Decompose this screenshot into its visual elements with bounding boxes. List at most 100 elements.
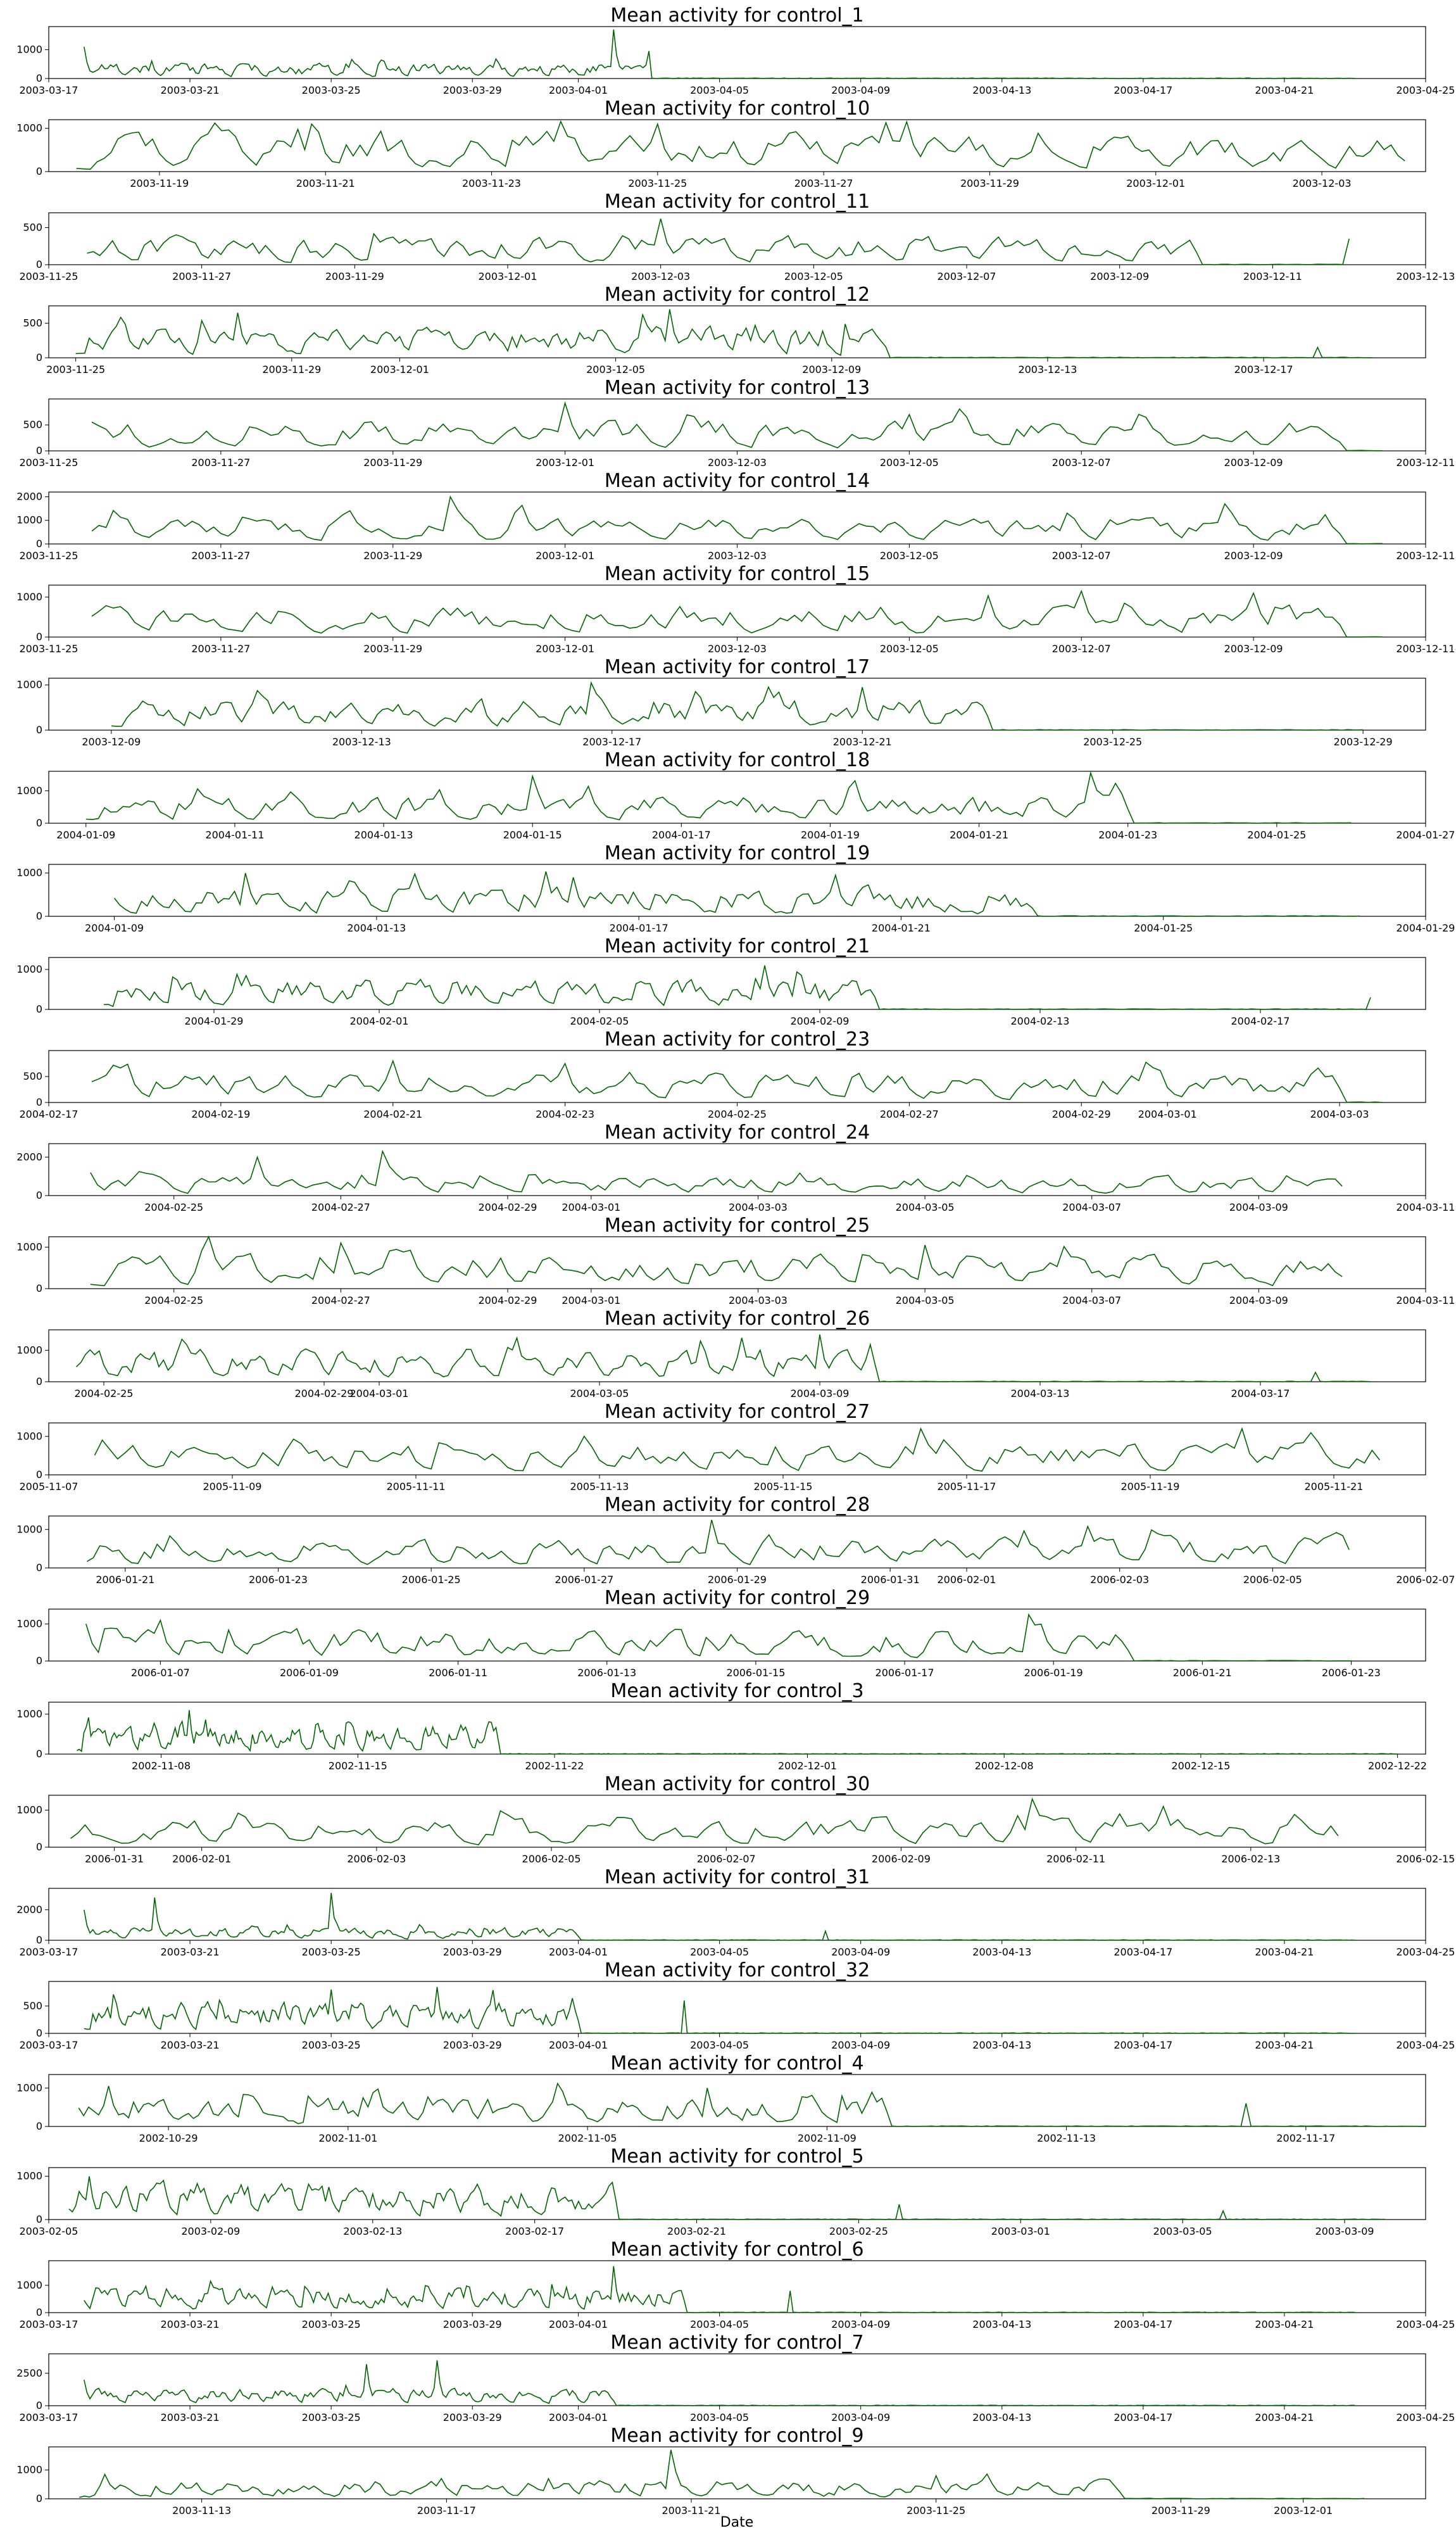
x-tick-label: 2003-03-25 [302,2039,361,2051]
x-tick-label: 2003-12-01 [536,457,594,469]
y-tick-label: 0 [36,2120,42,2132]
x-tick-label: 2003-04-25 [1396,1946,1455,1958]
y-tick-label: 0 [36,351,42,363]
chart-panel: Mean activity for control_13 0 500 2003-11-… [20,377,1455,469]
x-tick-label: 2002-12-15 [1171,1760,1230,1772]
y-tick-label: 0 [36,258,42,270]
x-tick-label: 2003-04-25 [1396,2039,1455,2051]
activity-series-line [68,2176,1386,2220]
x-tick-label: 2006-01-31 [861,1574,920,1586]
x-tick-label: 2003-12-11 [1396,550,1455,562]
x-tick-label: 2002-11-09 [798,2132,857,2144]
x-tick-label: 2003-04-01 [549,2039,608,2051]
chart-panel: Mean activity for control_28 0 1000 2006-01… [16,1494,1455,1586]
x-tick-label: 2003-04-13 [972,2318,1031,2330]
x-tick-label: 2004-01-25 [1247,829,1306,841]
y-tick-label: 1000 [16,1241,42,1253]
y-tick-label: 1000 [16,2170,42,2182]
chart-title: Mean activity for control_1 [610,4,863,27]
plot-frame [48,957,1426,1010]
y-tick-label: 0 [36,817,42,829]
x-tick-label: 2003-03-29 [443,2318,502,2330]
chart-title: Mean activity for control_11 [605,191,870,213]
y-tick-label: 1000 [16,963,42,975]
x-tick-label: 2006-01-29 [708,1574,767,1586]
x-tick-label: 2003-03-21 [161,84,220,96]
x-tick-label: 2002-11-22 [525,1760,584,1772]
plot-frame [48,2074,1426,2127]
y-tick-label: 2000 [16,1904,42,1916]
chart-panel: Mean activity for control_17 0 1000 2003-12… [16,656,1426,748]
y-tick-label: 500 [23,221,42,233]
x-tick-label: 2004-03-09 [791,1387,850,1399]
x-tick-label: 2003-12-03 [708,550,767,562]
x-tick-label: 2005-11-17 [938,1481,996,1493]
x-tick-label: 2003-04-17 [1114,2318,1172,2330]
x-tick-label: 2006-01-31 [85,1853,144,1865]
plot-frame [48,2167,1426,2220]
x-tick-label: 2003-11-25 [46,363,105,376]
plot-frame [48,1143,1426,1196]
x-tick-label: 2004-01-29 [1396,922,1455,934]
y-tick-label: 0 [36,72,42,84]
x-tick-label: 2003-04-05 [690,2318,749,2330]
x-tick-label: 2004-03-11 [1396,1294,1455,1306]
chart-title: Mean activity for control_17 [605,656,870,678]
x-tick-label: 2003-04-17 [1114,2411,1172,2423]
x-tick-label: 2004-01-11 [205,829,264,841]
chart-title: Mean activity for control_23 [605,1028,870,1051]
activity-series-line [87,218,1350,265]
x-tick-label: 2003-11-21 [296,177,355,189]
x-tick-label: 2003-04-17 [1114,84,1172,96]
x-tick-label: 2003-04-17 [1114,2039,1172,2051]
x-tick-label: 2003-03-21 [161,2411,220,2423]
x-tick-label: 2003-03-05 [1153,2225,1212,2237]
plot-frame [48,1702,1426,1755]
x-tick-label: 2004-02-25 [75,1387,134,1399]
x-tick-label: 2004-02-29 [479,1294,537,1306]
chart-panel: Mean activity for control_11 0 500 2003-11-… [20,191,1455,282]
plot-frame [48,305,1426,358]
x-tick-label: 2004-01-09 [85,922,144,934]
y-tick-label: 1000 [16,1430,42,1442]
x-tick-label: 2004-03-01 [350,1387,409,1399]
x-tick-label: 2002-12-22 [1368,1760,1427,1772]
chart-panel: Mean activity for control_6 0 1000 2003-03-… [16,2239,1455,2330]
x-tick-label: 2003-11-25 [628,177,687,189]
y-tick-label: 1000 [16,2463,42,2475]
x-tick-label: 2004-01-17 [652,829,711,841]
y-tick-label: 1000 [16,1344,42,1356]
chart-title: Mean activity for control_32 [605,1959,870,1981]
x-tick-label: 2006-01-23 [1322,1667,1381,1679]
x-tick-label: 2002-11-13 [1037,2132,1096,2144]
x-tick-label: 2003-11-25 [907,2505,965,2517]
activity-series-line [84,2266,1355,2313]
plot-frame [48,1050,1426,1103]
x-tick-label: 2004-03-11 [1396,1201,1455,1213]
x-tick-label: 2006-01-21 [1173,1667,1232,1679]
chart-title: Mean activity for control_7 [610,2332,863,2354]
chart-title: Mean activity for control_29 [605,1587,870,1609]
activity-series-line [94,1427,1381,1472]
x-tick-label: 2003-04-21 [1255,2039,1314,2051]
x-tick-label: 2003-12-21 [833,736,892,748]
x-tick-label: 2003-04-05 [690,2039,749,2051]
x-tick-label: 2005-11-09 [203,1481,262,1493]
x-tick-label: 2003-12-25 [1083,736,1142,748]
x-tick-label: 2003-11-27 [191,550,250,562]
activity-series-line [103,965,1371,1010]
x-tick-label: 2003-04-13 [972,84,1031,96]
x-tick-label: 2005-11-19 [1121,1481,1180,1493]
x-tick-label: 2003-12-05 [880,643,939,655]
activity-series-line [84,1893,1355,1941]
y-tick-label: 1000 [16,679,42,691]
activity-series-line [91,495,1383,545]
x-tick-label: 2003-04-25 [1396,84,1455,96]
x-tick-label: 2003-03-25 [302,2411,361,2423]
x-tick-label: 2003-11-29 [960,177,1019,189]
x-tick-label: 2003-03-29 [443,2411,502,2423]
x-tick-label: 2003-04-09 [831,2318,890,2330]
x-tick-label: 2003-11-27 [191,643,250,655]
activity-series-line [77,1710,1398,1755]
chart-title: Mean activity for control_14 [605,470,870,492]
